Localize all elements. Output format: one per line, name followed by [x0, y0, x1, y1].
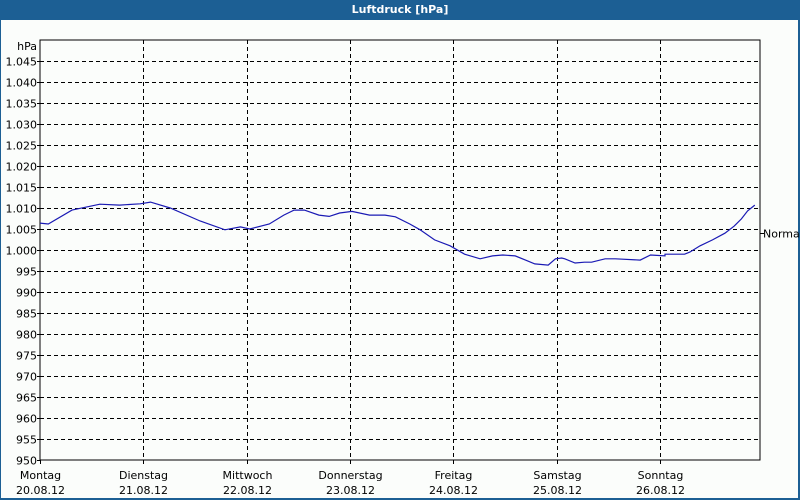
y-tick-label: 1.045 — [6, 56, 38, 69]
normal-label: Normal — [763, 228, 800, 241]
x-date-label: 22.08.12 — [223, 484, 272, 497]
y-tick-label: 975 — [16, 350, 37, 363]
plot-frame — [39, 39, 761, 461]
x-day-label: Montag — [20, 469, 61, 482]
gridlines — [40, 40, 760, 460]
x-date-label: 26.08.12 — [636, 484, 685, 497]
y-tick-label: 980 — [16, 329, 37, 342]
x-day-label: Donnerstag — [318, 469, 382, 482]
y-tick-label: 985 — [16, 308, 37, 321]
x-date-label: 21.08.12 — [119, 484, 168, 497]
y-tick-label: 955 — [16, 434, 37, 447]
y-tick-label: 1.015 — [6, 182, 38, 195]
y-tick-label: 1.030 — [6, 119, 38, 132]
y-tick-label: 1.010 — [6, 203, 38, 216]
y-tick-label: 1.035 — [6, 98, 38, 111]
y-tick-label: 1.020 — [6, 161, 38, 174]
y-tick-label: 995 — [16, 266, 37, 279]
x-axis: Montag 20.08.12 Dienstag 21.08.12 Mittwoch 22… — [16, 460, 685, 497]
y-tick-label: 1.005 — [6, 224, 38, 237]
normal-reference: Normal — [760, 228, 800, 241]
x-date-label: 23.08.12 — [326, 484, 375, 497]
x-day-label: Samstag — [533, 469, 581, 482]
y-tick-label: 1.040 — [6, 77, 38, 90]
y-tick-label: 965 — [16, 392, 37, 405]
y-tick-label: 1.025 — [6, 140, 38, 153]
x-day-label: Sonntag — [638, 469, 684, 482]
x-day-label: Mittwoch — [223, 469, 273, 482]
x-day-label: Dienstag — [119, 469, 168, 482]
y-tick-label: 950 — [16, 455, 37, 468]
pressure-line — [39, 201, 756, 266]
y-axis: hPa 950 955 960 965 970 975 980 985 990 995 1.000 1.… — [6, 40, 40, 468]
y-tick-label: 970 — [16, 371, 37, 384]
chart-title: Luftdruck [hPa] — [0, 0, 800, 20]
x-date-label: 25.08.12 — [533, 484, 582, 497]
y-tick-label: 990 — [16, 287, 37, 300]
y-tick-label: 1.000 — [6, 245, 38, 258]
x-date-label: 20.08.12 — [16, 484, 65, 497]
x-day-label: Freitag — [435, 469, 473, 482]
y-tick-label: 960 — [16, 413, 37, 426]
y-unit-label: hPa — [17, 40, 37, 53]
x-date-label: 24.08.12 — [429, 484, 478, 497]
